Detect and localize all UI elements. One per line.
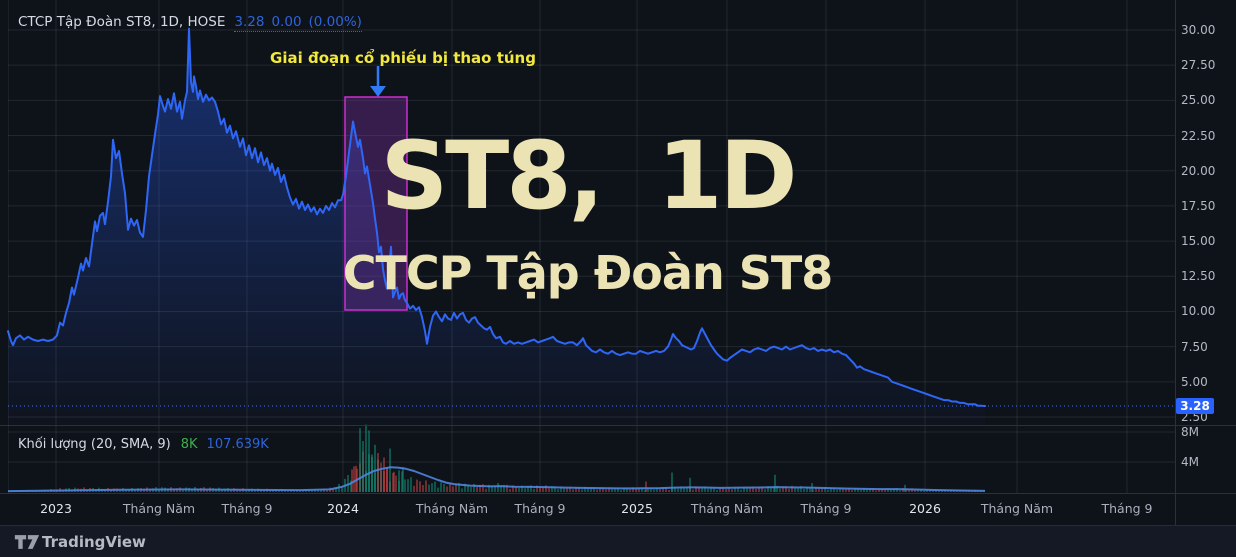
time-axis-label: Tháng Năm <box>690 501 764 516</box>
volume-current-value: 8K <box>180 437 198 452</box>
price-tick-label: 30.00 <box>1181 23 1216 37</box>
volume-sma-value: 107.639K <box>206 437 269 452</box>
symbol-title[interactable]: CTCP Tập Đoàn ST8, 1D, HOSE <box>18 14 226 30</box>
tradingview-brand-text[interactable]: TradingView <box>42 533 146 551</box>
price-tick-label: 10.00 <box>1181 304 1216 319</box>
symbol-header[interactable]: CTCP Tập Đoàn ST8, 1D, HOSE 3.28 0.00 (0.00… <box>18 14 362 32</box>
time-axis-label: 2026 <box>909 501 941 516</box>
time-axis-label: Tháng 9 <box>514 501 566 516</box>
watermark-symbol-title: ST8, 1D <box>380 122 797 231</box>
price-tick-label: 7.50 <box>1181 339 1208 354</box>
watermark-symbol-subtitle: CTCP Tập Đoàn ST8 <box>342 246 833 300</box>
price-tick-label: 27.50 <box>1181 58 1216 73</box>
change-value: 0.00 <box>271 14 302 30</box>
last-price-badge: 3.28 <box>1176 398 1214 415</box>
price-tick-label: 22.50 <box>1181 128 1216 143</box>
manipulation-annotation-text: Giai đoạn cổ phiếu bị thao túng <box>270 49 536 67</box>
price-tick-label: 25.00 <box>1181 93 1216 108</box>
time-axis-label: 2024 <box>327 501 359 516</box>
volume-tick-label: 4M <box>1181 455 1199 469</box>
price-tick-label: 17.50 <box>1181 198 1216 213</box>
price-axis[interactable] <box>1175 0 1236 525</box>
price-tick-label: 15.00 <box>1181 234 1216 249</box>
price-tick-label: 20.00 <box>1181 163 1216 178</box>
symbol-values: 3.28 0.00 (0.00%) <box>234 14 362 32</box>
time-axis-label: Tháng Năm <box>122 501 196 516</box>
time-axis-label: 2023 <box>40 501 72 516</box>
time-axis-label: Tháng Năm <box>980 501 1054 516</box>
volume-indicator-row: Khối lượng (20, SMA, 9) 8K 107.639K <box>18 437 269 452</box>
footer-bar: TradingView <box>0 525 1236 557</box>
price-tick-label: 12.50 <box>1181 269 1216 284</box>
volume-indicator-label[interactable]: Khối lượng (20, SMA, 9) <box>18 437 171 452</box>
time-axis-label: Tháng 9 <box>221 501 273 516</box>
time-axis-label: Tháng 9 <box>1101 501 1153 516</box>
time-axis-label: Tháng Năm <box>415 501 489 516</box>
tradingview-logo-icon[interactable] <box>14 532 40 552</box>
time-axis-label: 2025 <box>621 501 653 516</box>
chart-canvas[interactable] <box>0 0 1236 525</box>
time-axis-label: Tháng 9 <box>800 501 852 516</box>
volume-tick-label: 8M <box>1181 425 1199 439</box>
last-price-value: 3.28 <box>234 14 265 30</box>
change-percent-value: (0.00%) <box>308 14 362 30</box>
price-tick-label: 5.00 <box>1181 374 1208 389</box>
